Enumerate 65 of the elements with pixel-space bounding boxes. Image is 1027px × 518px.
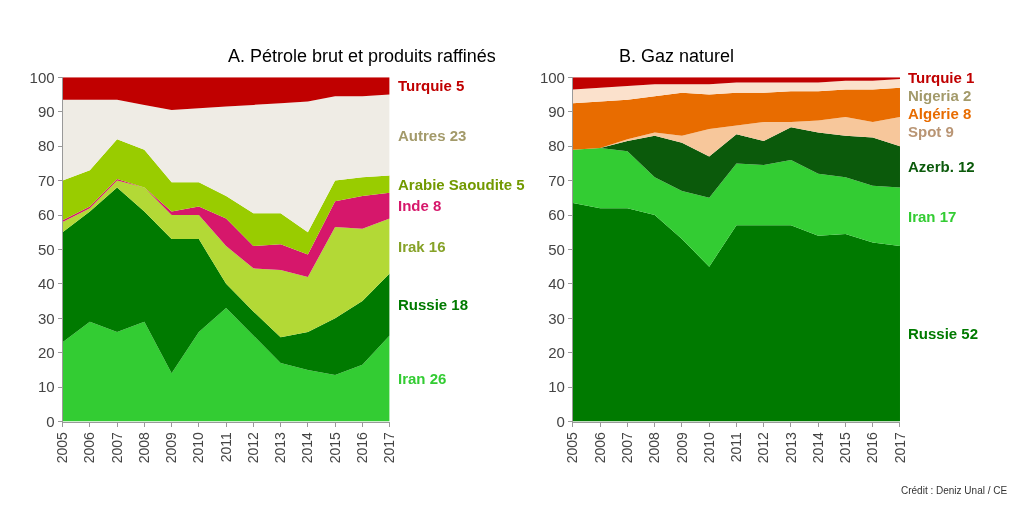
x-tick-label: 2012	[244, 431, 261, 464]
x-tick-label: 2006	[81, 431, 98, 464]
x-tick-label: 2011	[728, 431, 745, 463]
series-label: Iran 17	[908, 208, 957, 225]
x-tick-label: 2015	[837, 431, 854, 464]
y-tick-label: 10	[548, 378, 565, 396]
x-tick-label: 2010	[700, 431, 717, 464]
y-tick-label: 80	[548, 137, 565, 155]
series-label: Nigeria 2	[908, 87, 972, 104]
y-tick-label: 60	[548, 206, 565, 224]
y-tick-label: 100	[29, 68, 55, 86]
x-tick-label: 2005	[54, 431, 71, 464]
x-tick-label: 2016	[864, 431, 881, 464]
x-tick-label: 2007	[108, 431, 125, 464]
y-tick-label: 50	[548, 240, 565, 258]
x-tick-label: 2005	[564, 431, 581, 464]
y-tick-label: 90	[548, 103, 565, 121]
y-tick-label: 50	[37, 240, 55, 258]
x-tick-label: 2008	[646, 431, 663, 464]
y-tick-label: 30	[548, 309, 565, 327]
series-label: Iran 26	[398, 370, 447, 387]
series-label: Turquie 5	[398, 77, 465, 94]
x-tick-label: 2017	[381, 431, 398, 464]
x-tick-label: 2009	[163, 431, 180, 464]
y-tick-label: 70	[548, 171, 565, 189]
series-label: Turquie 1	[908, 69, 975, 86]
y-tick-label: 70	[37, 171, 55, 189]
y-tick-label: 0	[46, 412, 55, 430]
series-label: Russie 18	[398, 296, 469, 313]
y-tick-label: 20	[37, 343, 55, 361]
y-tick-label: 100	[539, 68, 565, 86]
y-tick-label: 80	[37, 137, 55, 155]
x-tick-label: 2014	[299, 431, 316, 464]
x-tick-label: 2012	[755, 431, 772, 464]
chart-title: A. Pétrole brut et produits raffinés	[228, 46, 496, 66]
series-label: Algérie 8	[908, 105, 972, 122]
series-label: Azerb. 12	[908, 158, 975, 175]
x-tick-label: 2011	[217, 431, 234, 463]
x-tick-label: 2014	[809, 431, 826, 464]
series-label: Irak 16	[398, 238, 446, 255]
x-tick-label: 2015	[326, 431, 343, 464]
x-tick-label: 2010	[190, 431, 207, 464]
y-tick-label: 60	[37, 206, 55, 224]
y-tick-label: 90	[37, 103, 55, 121]
series-label: Spot 9	[908, 123, 954, 140]
y-tick-label: 40	[548, 275, 565, 293]
x-tick-label: 2017	[891, 431, 908, 464]
y-tick-label: 30	[37, 309, 55, 327]
y-tick-label: 40	[37, 275, 55, 293]
series-label: Autres 23	[398, 127, 467, 144]
x-tick-label: 2006	[591, 431, 608, 464]
text: Crédit : Deniz Unal / CE	[901, 485, 1008, 496]
y-tick-label: 20	[548, 343, 565, 361]
chart-title: B. Gaz naturel	[619, 46, 735, 66]
x-tick-label: 2016	[353, 431, 370, 464]
y-tick-label: 10	[37, 378, 55, 396]
x-tick-label: 2013	[272, 431, 289, 464]
series-label: Arabie Saoudite 5	[398, 176, 525, 193]
x-tick-label: 2013	[782, 431, 799, 464]
y-tick-label: 0	[556, 412, 565, 430]
x-tick-label: 2008	[135, 431, 152, 464]
x-tick-label: 2009	[673, 431, 690, 464]
text: Russie 52	[908, 325, 979, 342]
series-label: Inde 8	[398, 197, 442, 214]
x-tick-label: 2007	[619, 431, 636, 464]
